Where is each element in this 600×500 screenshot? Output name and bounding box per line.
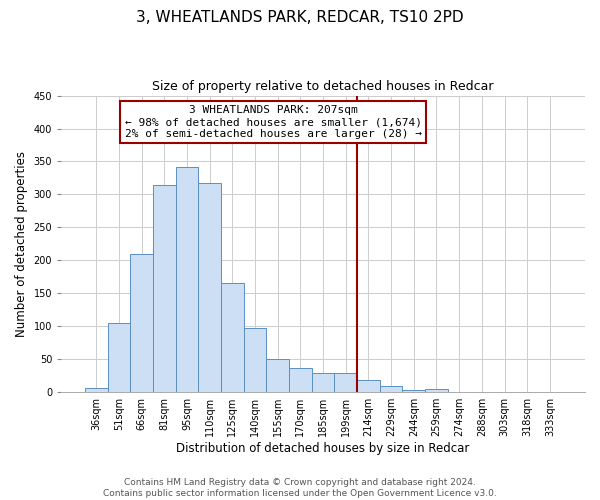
Bar [153,184,176,392]
Bar [380,386,403,392]
Text: 3, WHEATLANDS PARK, REDCAR, TS10 2PD: 3, WHEATLANDS PARK, REDCAR, TS10 2PD [136,10,464,25]
X-axis label: Distribution of detached houses by size in Redcar: Distribution of detached houses by size … [176,442,470,455]
Text: 3 WHEATLANDS PARK: 207sqm
← 98% of detached houses are smaller (1,674)
2% of sem: 3 WHEATLANDS PARK: 207sqm ← 98% of detac… [125,106,422,138]
Bar [334,373,357,392]
Bar [85,388,107,392]
Bar [266,358,289,392]
Bar [221,284,244,392]
Bar [130,254,153,392]
Y-axis label: Number of detached properties: Number of detached properties [15,151,28,337]
Title: Size of property relative to detached houses in Redcar: Size of property relative to detached ho… [152,80,494,93]
Bar [244,328,266,392]
Bar [357,380,380,392]
Bar [403,390,425,392]
Bar [176,167,199,392]
Bar [312,373,334,392]
Text: Contains HM Land Registry data © Crown copyright and database right 2024.
Contai: Contains HM Land Registry data © Crown c… [103,478,497,498]
Bar [199,182,221,392]
Bar [289,368,312,392]
Bar [107,323,130,392]
Bar [425,389,448,392]
